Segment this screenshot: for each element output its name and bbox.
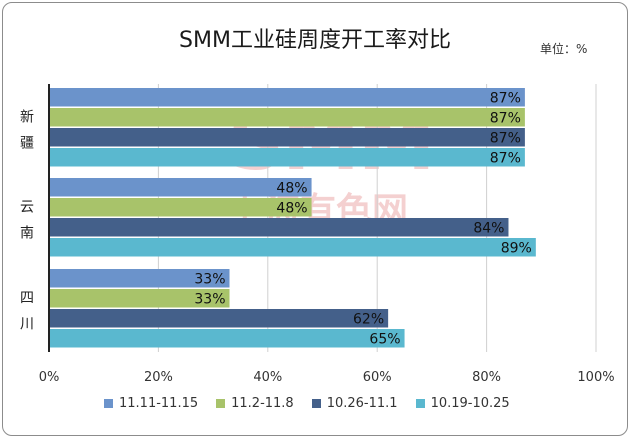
x-tick-label: 0% (39, 370, 60, 385)
legend-item: 11.2-11.8 (216, 396, 294, 411)
legend-label: 11.2-11.8 (231, 396, 294, 411)
data-label: 87% (490, 110, 521, 126)
data-label: 62% (353, 311, 384, 327)
x-tick-label: 60% (363, 370, 392, 385)
x-tick-label: 80% (472, 370, 501, 385)
bar (49, 88, 525, 107)
x-tick-label: 20% (144, 370, 173, 385)
bar (49, 238, 536, 257)
data-label: 89% (501, 240, 532, 256)
bar (49, 108, 525, 127)
data-label: 33% (194, 291, 225, 307)
data-label: 87% (490, 90, 521, 106)
category-label: 疆 (20, 135, 34, 151)
unit-label: 单位：% (540, 42, 588, 56)
category-label: 南 (20, 225, 34, 241)
legend-item: 11.11-11.15 (104, 396, 198, 411)
chart-legend: 11.11-11.15 11.2-11.8 10.26-11.1 10.19-10.2… (104, 396, 510, 411)
bar (49, 329, 405, 348)
data-label: 87% (490, 150, 521, 166)
category-label: 川 (20, 316, 34, 332)
bar (49, 128, 525, 147)
legend-swatch (311, 399, 321, 408)
bar (49, 148, 525, 167)
data-label: 84% (473, 220, 504, 236)
legend-item: 10.19-10.25 (415, 396, 510, 411)
data-label: 48% (276, 180, 307, 196)
bar (49, 309, 389, 328)
bar (49, 178, 312, 197)
data-label: 65% (369, 331, 400, 347)
data-label: 33% (194, 271, 225, 287)
legend-label: 10.26-11.1 (326, 396, 398, 411)
category-label: 新 (20, 109, 34, 125)
legend-swatch (415, 399, 425, 408)
legend-label: 10.19-10.25 (430, 396, 510, 411)
x-tick-label: 40% (253, 370, 282, 385)
legend-label: 11.11-11.15 (119, 396, 199, 411)
category-label: 云 (20, 199, 34, 215)
bar (49, 269, 230, 288)
x-tick-label: 100% (577, 370, 614, 385)
bar (49, 218, 509, 237)
bar (49, 289, 230, 308)
bar (49, 198, 312, 217)
data-label: 48% (276, 200, 307, 216)
legend-item: 10.26-11.1 (311, 396, 398, 411)
legend-swatch (104, 399, 113, 408)
data-label: 87% (490, 130, 521, 146)
chart-title: SMM工业硅周度开工率对比 (179, 28, 451, 53)
legend-swatch (216, 399, 226, 408)
category-label: 四 (20, 290, 34, 306)
